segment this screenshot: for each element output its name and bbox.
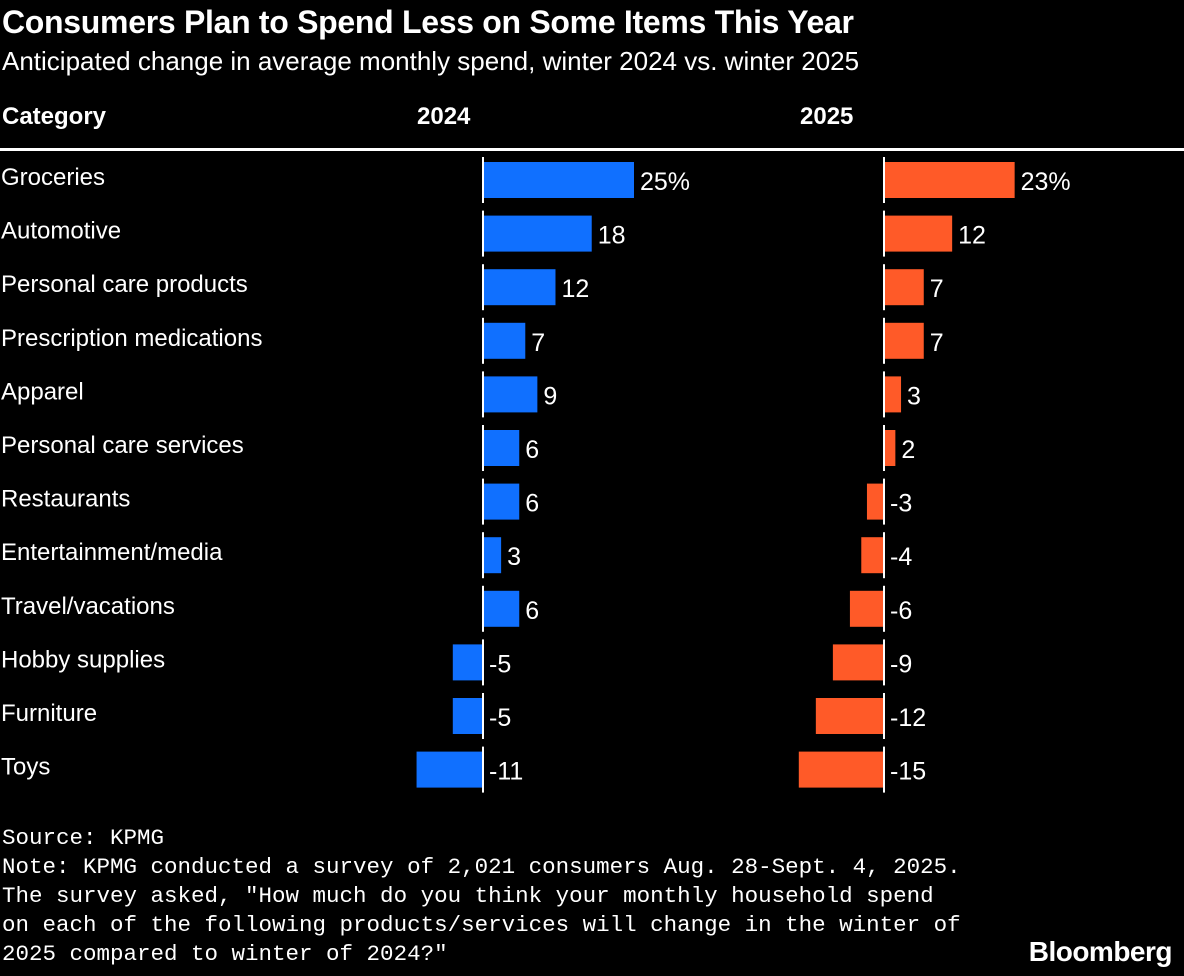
note-line: Note: KPMG conducted a survey of 2,021 c…	[2, 854, 961, 880]
series-header-2024: 2024	[417, 103, 471, 130]
bar-2025	[815, 698, 884, 734]
bar-2025	[884, 269, 924, 306]
bar-2024	[483, 322, 526, 359]
note-line: The survey asked, "How much do you think…	[2, 883, 934, 909]
data-label-2024: 6	[525, 597, 539, 625]
series-header-2025: 2025	[800, 103, 854, 130]
data-label-2024: 3	[507, 543, 521, 571]
data-label-2024: 18	[598, 222, 626, 250]
data-label-2025: 23%	[1021, 168, 1071, 196]
data-label-2025: 7	[930, 329, 944, 357]
data-label-2025: -6	[890, 597, 912, 625]
note-line: on each of the following products/servic…	[2, 912, 961, 938]
bar-2025	[884, 376, 902, 413]
chart-subtitle: Anticipated change in average monthly sp…	[2, 46, 860, 76]
category-label: Travel/vacations	[1, 593, 175, 620]
data-label-2024: -11	[489, 758, 523, 786]
data-label-2024: 9	[543, 382, 557, 410]
bar-2024	[483, 590, 520, 627]
data-label-2024: 6	[525, 436, 539, 464]
data-label-2025: -9	[890, 650, 912, 678]
bar-2024	[483, 215, 592, 252]
bloomberg-logo: Bloomberg	[1028, 936, 1173, 967]
bar-2025	[884, 162, 1015, 198]
bar-2024	[452, 698, 483, 734]
source-note: Source: KPMG	[2, 825, 165, 851]
bar-2025	[832, 644, 884, 681]
category-label: Prescription medications	[1, 325, 262, 352]
bar-2024	[452, 644, 483, 681]
bar-2024	[416, 751, 483, 788]
data-label-2025: -3	[890, 490, 912, 518]
bar-2025	[849, 590, 884, 627]
category-label: Toys	[1, 754, 50, 781]
bar-2025	[884, 430, 896, 466]
chart-title: Consumers Plan to Spend Less on Some Ite…	[2, 4, 854, 40]
category-label: Entertainment/media	[1, 539, 223, 566]
bar-2024	[483, 483, 520, 520]
bar-2025	[798, 751, 884, 788]
data-label-2024: 7	[531, 329, 545, 357]
data-label-2025: 3	[907, 382, 921, 410]
bar-2025	[861, 537, 884, 574]
note-line: 2025 compared to winter of 2024?"	[2, 941, 448, 967]
category-label: Hobby supplies	[1, 646, 165, 673]
data-label-2025: 12	[958, 222, 986, 250]
category-label: Groceries	[1, 164, 105, 191]
category-label: Restaurants	[1, 486, 130, 513]
data-label-2024: 6	[525, 490, 539, 518]
bar-2025	[884, 215, 953, 252]
category-header: Category	[2, 103, 107, 130]
data-label-2024: 25%	[640, 168, 690, 196]
bar-2024	[483, 162, 634, 198]
category-label: Personal care products	[1, 271, 248, 298]
bar-2024	[483, 269, 556, 306]
data-label-2025: -4	[890, 543, 912, 571]
category-label: Apparel	[1, 378, 84, 405]
bar-2024	[483, 376, 538, 413]
bar-2024	[483, 430, 520, 466]
data-label-2025: 7	[930, 275, 944, 303]
category-label: Furniture	[1, 700, 97, 727]
data-label-2025: 2	[901, 436, 915, 464]
data-label-2024: 12	[561, 275, 589, 303]
category-label: Automotive	[1, 218, 121, 245]
bar-2025	[884, 322, 924, 359]
category-label: Personal care services	[1, 432, 244, 459]
data-label-2025: -12	[890, 704, 926, 732]
bar-2025	[866, 483, 884, 520]
data-label-2025: -15	[890, 758, 926, 786]
data-label-2024: -5	[489, 650, 511, 678]
header-rule	[0, 148, 1184, 151]
data-label-2024: -5	[489, 704, 511, 732]
bar-2024	[483, 537, 502, 574]
